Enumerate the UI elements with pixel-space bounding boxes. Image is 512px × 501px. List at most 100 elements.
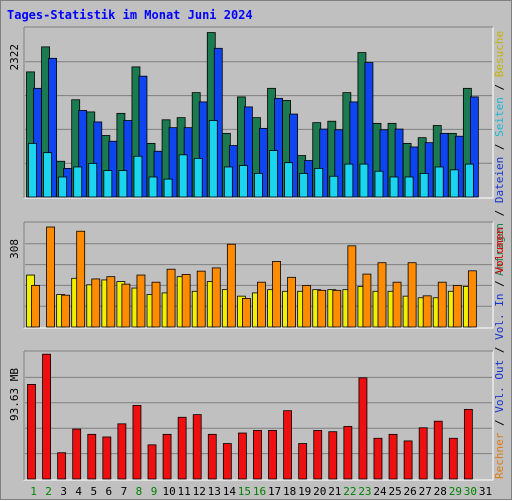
legend-separator: /	[493, 413, 506, 433]
x-tick-label: 31	[479, 485, 492, 498]
bar-seiten	[344, 163, 354, 198]
bar-seiten	[404, 176, 414, 198]
bar-rechner	[31, 285, 40, 328]
legend-item: Vol. In	[493, 294, 506, 340]
bar-rechner	[302, 285, 312, 328]
bar-rechner	[106, 276, 116, 328]
bar-volumen	[343, 426, 353, 480]
bar-volumen	[283, 410, 292, 480]
chart-title: Tages-Statistik im Monat Juni 2024	[7, 8, 253, 22]
bar-seiten	[103, 170, 113, 198]
bar-dateien	[48, 57, 57, 198]
y-axis-max-label: 2322	[8, 44, 21, 71]
x-tick-label: 21	[328, 485, 341, 498]
bar-volumen	[72, 428, 82, 480]
x-tick-label: 12	[193, 485, 206, 498]
bar-volumen	[388, 433, 398, 480]
bar-rechner	[211, 267, 221, 328]
bar-rechner	[392, 281, 402, 328]
bar-seiten	[178, 154, 188, 198]
bar-rechner	[166, 268, 176, 328]
bar-seiten	[464, 163, 474, 198]
bar-volumen	[192, 414, 202, 480]
y-axis-max-label: 308	[8, 239, 21, 259]
x-tick-label: 29	[449, 485, 462, 498]
bar-rechner	[136, 274, 146, 328]
bar-seiten	[118, 170, 128, 198]
bar-rechner	[46, 226, 55, 328]
x-tick-label: 2	[45, 485, 52, 498]
bar-volumen	[207, 433, 217, 480]
bar-seiten	[389, 176, 399, 198]
bar-seiten	[434, 166, 444, 198]
chart-panel-2	[23, 221, 494, 329]
legend-separator: /	[493, 203, 506, 223]
bar-rechner	[452, 285, 462, 328]
legend-item: Seiten	[493, 97, 506, 137]
bar-rechner	[76, 230, 86, 328]
x-tick-label: 16	[253, 485, 266, 498]
bar-volumen	[298, 443, 308, 480]
bar-seiten	[299, 173, 309, 198]
bar-volumen	[328, 431, 338, 480]
legend-item: Dateien	[493, 157, 506, 203]
bar-rechner	[347, 245, 357, 328]
bar-dateien	[469, 96, 479, 198]
bar-volumen	[57, 452, 67, 480]
bar-rechner	[196, 270, 206, 328]
bar-seiten	[449, 169, 459, 198]
bar-rechner	[257, 281, 266, 328]
bar-seiten	[163, 178, 173, 198]
bar-rechner	[422, 295, 432, 328]
bar-seiten	[239, 165, 248, 198]
x-tick-label: 27	[419, 485, 432, 498]
bar-rechner	[377, 262, 387, 328]
x-tick-label: 28	[434, 485, 447, 498]
x-tick-label: 22	[343, 485, 356, 498]
x-tick-label: 10	[162, 485, 175, 498]
bar-volumen	[147, 444, 157, 480]
x-tick-label: 17	[268, 485, 281, 498]
bar-volumen	[132, 405, 142, 480]
x-tick-label: 6	[106, 485, 113, 498]
legend-item: Vol. Out	[493, 360, 506, 413]
bar-seiten	[254, 173, 263, 198]
bar-volumen	[177, 416, 187, 480]
bar-rechner	[61, 294, 71, 328]
bar-volumen	[463, 408, 473, 480]
bar-seiten	[28, 142, 37, 198]
bar-rechner	[272, 261, 281, 328]
bar-seiten	[208, 120, 218, 198]
bar-rechner	[332, 289, 342, 328]
x-tick-label: 8	[136, 485, 143, 498]
x-tick-label: 26	[404, 485, 417, 498]
bar-rechner	[467, 270, 477, 328]
x-tick-label: 15	[238, 485, 251, 498]
x-tick-label: 20	[313, 485, 326, 498]
bar-seiten	[148, 176, 158, 198]
bar-rechner	[242, 298, 251, 328]
bar-volumen	[418, 427, 428, 480]
bar-volumen	[403, 440, 413, 480]
bar-rechner	[121, 283, 131, 328]
legend-separator: /	[493, 340, 506, 360]
legend-separator: /	[493, 274, 506, 294]
chart-panel-1	[23, 26, 494, 199]
legend-separator: /	[493, 77, 506, 97]
bar-seiten	[269, 150, 278, 198]
bar-rechner	[91, 278, 101, 328]
x-tick-label: 3	[60, 485, 67, 498]
x-tick-label: 25	[388, 485, 401, 498]
legend-item: Volumen	[493, 227, 506, 273]
bar-seiten	[73, 166, 83, 198]
legend-separator: /	[493, 137, 506, 157]
x-tick-label: 19	[298, 485, 311, 498]
x-tick-label: 30	[464, 485, 477, 498]
bar-volumen	[102, 436, 112, 480]
bar-rechner	[151, 281, 161, 328]
bar-seiten	[374, 170, 384, 198]
bar-seiten	[58, 176, 68, 198]
bar-volumen	[87, 433, 97, 480]
